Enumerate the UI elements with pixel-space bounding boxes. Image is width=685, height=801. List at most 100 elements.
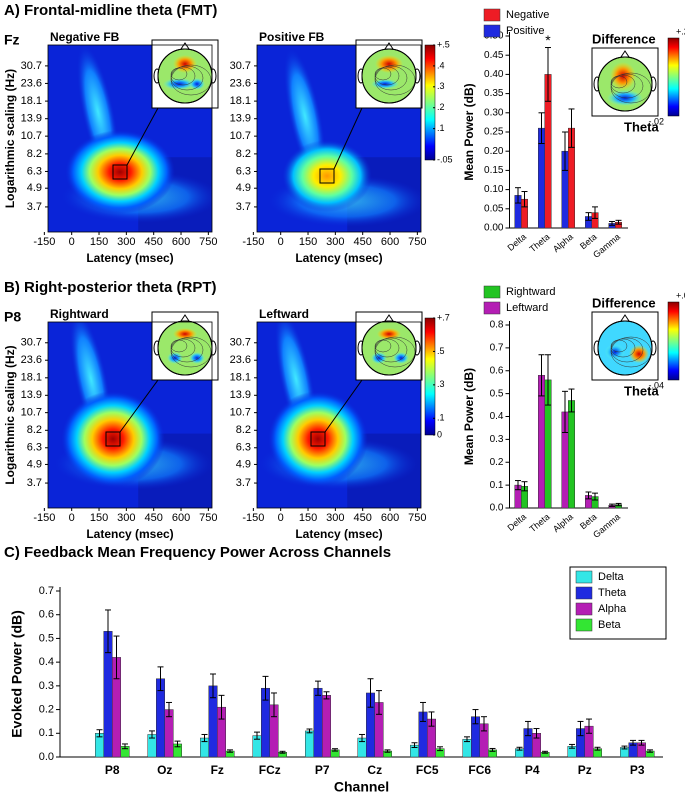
x-tick-label: -150	[33, 512, 55, 524]
topomap-outline	[361, 48, 417, 104]
error-bar	[306, 728, 313, 734]
heatmap-frame	[47, 44, 213, 233]
error-bar	[122, 743, 128, 750]
topomap-nose	[620, 314, 630, 322]
y-tick-label: 0.0	[490, 503, 504, 514]
x-tick-label: Delta	[506, 232, 529, 253]
error-bar	[568, 388, 575, 413]
x-tick-label: Theta	[528, 512, 552, 534]
legend-swatch	[483, 285, 501, 299]
heatmap-title: Leftward	[259, 307, 309, 321]
y-tick-label: 0.05	[484, 203, 504, 214]
inset-colorbar-label: +.2	[676, 26, 685, 36]
x-tick-label: 600	[381, 236, 399, 248]
x-tick-label: Gamma	[591, 512, 622, 540]
x-tick-label: 600	[172, 512, 190, 524]
topomap-blob	[189, 352, 205, 364]
x-tick-label: P4	[525, 763, 540, 777]
roi-connector	[126, 107, 159, 166]
error-bar	[542, 750, 548, 754]
y-axis-label: Mean Power (dB)	[462, 368, 476, 465]
x-axis-label: Latency (msec)	[86, 251, 173, 265]
y-tick-label: 3.7	[27, 477, 42, 489]
error-bar	[201, 733, 208, 743]
error-bar	[384, 749, 391, 753]
y-tick-label: 0.4	[39, 656, 54, 668]
x-tick-label: 450	[354, 512, 372, 524]
colorbar-tick-label: .5	[437, 346, 445, 356]
y-tick-label: 0.7	[490, 343, 504, 354]
inset-title: Difference	[592, 295, 656, 310]
y-tick-label: 0.2	[39, 703, 54, 715]
legend-label: Delta	[598, 571, 625, 583]
error-bar	[569, 743, 575, 749]
y-tick-label: 0.8	[490, 320, 504, 331]
heatmap-title: Positive FB	[259, 30, 325, 44]
y-tick-label: 6.3	[236, 442, 251, 454]
y-tick-label: 0.1	[490, 480, 504, 491]
legend-swatch	[575, 570, 593, 584]
error-bar	[533, 728, 540, 739]
heatmap-frame	[256, 44, 422, 233]
error-bar	[437, 746, 443, 752]
error-bar	[562, 390, 568, 434]
roi-connector	[333, 107, 363, 170]
y-tick-label: 30.7	[21, 60, 42, 72]
error-bar	[262, 675, 269, 701]
y-tick-label: 23.6	[230, 354, 251, 366]
y-tick-label: 0.3	[490, 434, 504, 445]
x-tick-label: 750	[408, 236, 426, 248]
y-tick-label: 10.7	[21, 130, 42, 142]
topomap-blob	[173, 55, 197, 73]
y-tick-label: 0.6	[39, 609, 54, 621]
roi-box	[310, 431, 326, 447]
error-bar	[210, 673, 216, 699]
y-tick-label: 30.7	[230, 60, 251, 72]
error-bar	[420, 701, 426, 722]
colorbar-tick-label: 0	[437, 429, 442, 439]
x-tick-label: Fz	[211, 763, 224, 777]
colorbar	[424, 317, 436, 436]
heatmap-hotspot	[282, 140, 372, 212]
error-bar	[577, 720, 584, 737]
topomap-blob	[605, 344, 625, 360]
x-tick-label: -150	[242, 236, 264, 248]
topomap-blob	[610, 62, 636, 90]
inset-label: Theta	[624, 383, 659, 398]
error-bar	[515, 187, 521, 204]
topomap-nose	[384, 42, 394, 50]
roi-connector	[119, 379, 159, 433]
y-tick-label: 23.6	[21, 354, 42, 366]
error-bar	[359, 733, 365, 743]
legend-label: Leftward	[506, 302, 548, 314]
error-bar	[521, 191, 528, 208]
heatmap-hotspot	[65, 130, 175, 214]
error-bar	[428, 711, 435, 727]
y-tick-label: 3.7	[236, 201, 251, 213]
heatmap-hotspot	[268, 391, 368, 487]
x-tick-label: P8	[105, 763, 120, 777]
x-tick-label: 300	[117, 236, 135, 248]
topomap-blob	[629, 345, 649, 363]
topomap-outline	[361, 320, 417, 376]
error-bar	[594, 746, 601, 751]
error-bar	[585, 491, 592, 500]
inset-colorbar	[667, 37, 680, 117]
error-bar	[562, 131, 568, 171]
colorbar-tick-label: .1	[437, 413, 445, 423]
x-tick-label: 600	[172, 236, 190, 248]
x-tick-label: 0	[69, 512, 75, 524]
y-tick-label: 0.30	[484, 107, 504, 118]
x-tick-label: 150	[299, 512, 317, 524]
error-bar	[271, 692, 277, 718]
y-tick-label: 8.2	[27, 148, 42, 160]
x-tick-label: 300	[326, 236, 344, 248]
error-bar	[621, 745, 628, 750]
topomap-nose	[180, 314, 190, 322]
heatmap-title: Rightward	[50, 307, 109, 321]
topomap-outline	[597, 320, 653, 376]
bar	[313, 687, 323, 758]
y-tick-label: 0.40	[484, 69, 504, 80]
y-tick-label: 0.35	[484, 88, 504, 99]
